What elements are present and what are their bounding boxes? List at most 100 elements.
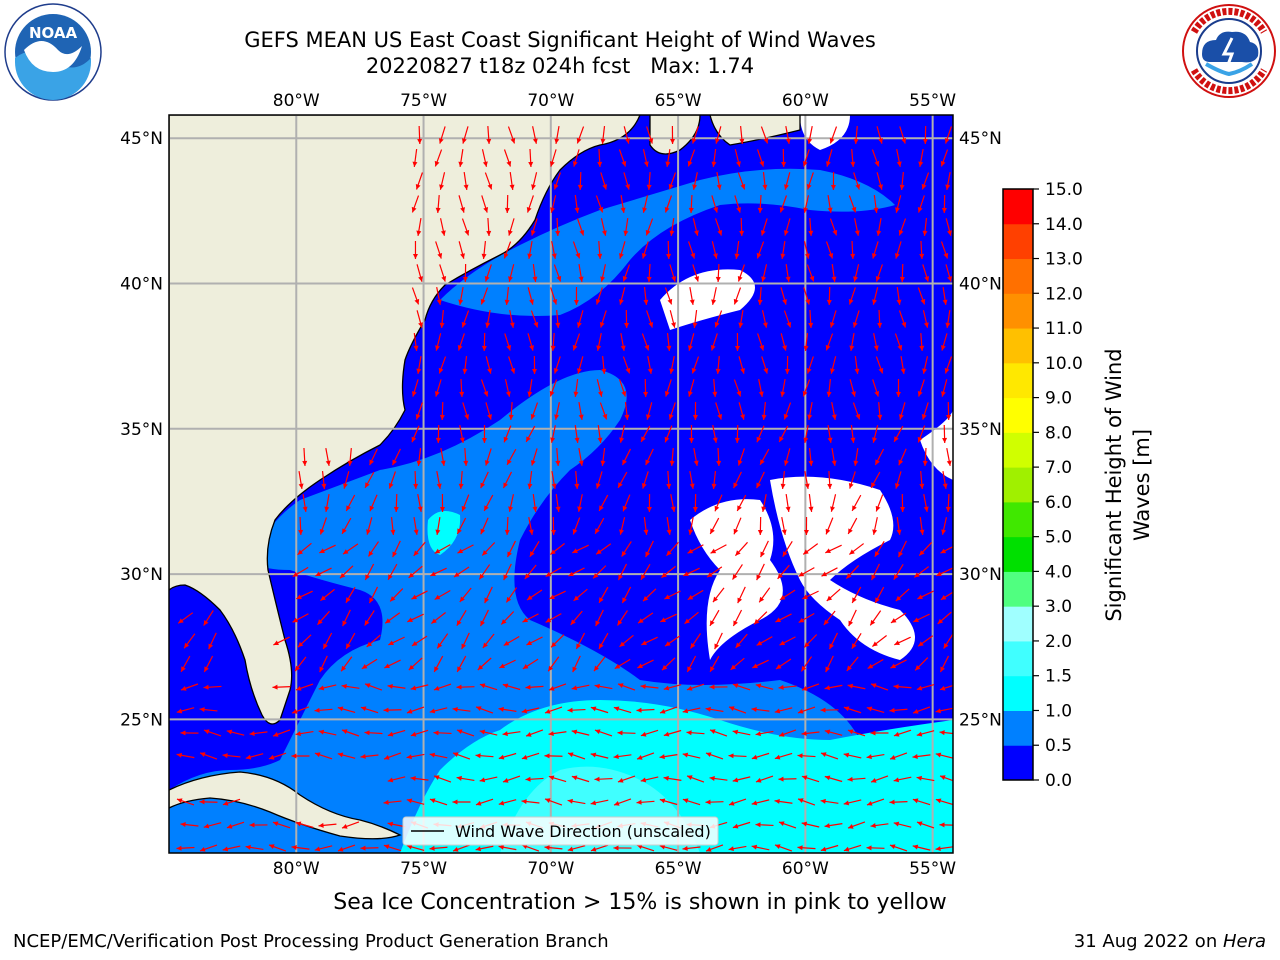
wave-arrow: [364, 563, 375, 581]
wave-arrow: [411, 287, 420, 305]
wave-arrow: [847, 729, 866, 737]
wave-arrow: [801, 683, 820, 691]
noaa-logo: NOAA: [4, 3, 102, 101]
wave-arrow: [913, 613, 930, 623]
wave-arrow: [739, 217, 745, 237]
wave-arrow: [530, 402, 539, 420]
wave-arrow: [827, 195, 833, 213]
wave-arrow: [780, 287, 787, 305]
wave-arrow: [895, 195, 902, 213]
wave-arrow: [177, 612, 194, 624]
colorbar-tick-label: 14.0: [1045, 215, 1083, 235]
wave-arrow: [340, 656, 353, 672]
wave-arrow: [912, 798, 931, 806]
wave-arrow: [617, 730, 636, 736]
wave-arrow: [291, 753, 310, 759]
wave-arrow: [688, 424, 694, 444]
wave-arrow: [295, 821, 314, 828]
wave-arrow: [831, 264, 837, 282]
wave-arrow: [942, 287, 948, 305]
wave-arrow: [508, 401, 514, 421]
wave-arrow: [692, 401, 698, 421]
wave-arrow: [871, 635, 887, 647]
wave-arrow: [483, 494, 494, 512]
wave-arrow: [940, 149, 949, 167]
wave-arrow: [709, 655, 720, 673]
wave-arrow: [692, 172, 698, 190]
map-frame: [168, 114, 954, 854]
wave-arrow: [594, 683, 613, 690]
wave-arrow: [756, 563, 765, 581]
wave-arrow: [574, 470, 580, 490]
wave-arrow: [636, 707, 655, 713]
wave-arrow: [852, 310, 860, 328]
wave-arrow: [659, 706, 678, 714]
wave-arrow: [709, 684, 728, 690]
wave-arrow: [728, 706, 747, 714]
wave-arrow: [456, 655, 467, 673]
wave-arrow: [521, 752, 540, 760]
wave-arrow: [732, 564, 743, 580]
map-legend: Wind Wave Direction (unscaled): [402, 816, 719, 846]
wave-arrow: [573, 286, 579, 306]
wave-arrow: [550, 332, 556, 352]
wave-arrow: [715, 263, 721, 283]
wave-arrow: [664, 635, 681, 647]
wave-arrow: [668, 402, 676, 420]
wave-arrow: [641, 471, 649, 489]
wave-arrow: [712, 378, 718, 398]
wave-arrow: [435, 194, 441, 214]
wave-arrow: [899, 263, 905, 283]
wave-arrow: [705, 706, 724, 713]
wave-arrow: [808, 447, 814, 467]
wave-arrow: [669, 447, 675, 467]
wave-arrow: [853, 172, 861, 190]
colorbar-bin: [1003, 189, 1033, 225]
wave-arrow: [361, 658, 378, 670]
wave-arrow: [619, 287, 626, 305]
wave-arrow: [751, 844, 770, 851]
wave-arrow: [484, 264, 492, 282]
wave-arrow: [917, 287, 926, 305]
wave-arrow: [176, 752, 195, 759]
wave-arrow: [479, 729, 498, 736]
wave-arrow: [876, 172, 883, 190]
wave-arrow: [479, 776, 498, 783]
map-grid: [169, 115, 953, 853]
wave-arrow: [366, 517, 373, 535]
wave-arrow: [463, 172, 469, 190]
wave-arrow: [436, 633, 449, 649]
wave-arrow: [716, 447, 722, 467]
wave-arrow: [570, 610, 583, 626]
wave-arrow: [555, 217, 561, 237]
wave-arrow: [785, 494, 791, 512]
wave-arrow: [640, 425, 651, 443]
wave-arrow: [550, 425, 556, 443]
wave-arrow: [439, 264, 447, 282]
wave-arrow: [461, 632, 470, 650]
wave-arrow: [621, 586, 632, 604]
wave-arrow: [417, 494, 423, 512]
wave-arrow: [670, 125, 676, 145]
wave-arrow: [480, 287, 489, 305]
wave-arrow: [360, 706, 379, 714]
wave-arrow: [458, 241, 465, 259]
wave-arrow: [939, 822, 953, 828]
wave-arrow: [935, 707, 953, 714]
wave-arrow: [383, 799, 402, 805]
wave-arrow: [870, 563, 880, 581]
wave-arrow: [393, 493, 399, 513]
wave-arrow: [475, 845, 494, 852]
wave-arrow: [824, 775, 843, 783]
wave-arrow: [737, 172, 746, 190]
wave-arrow: [919, 240, 925, 260]
wave-arrow: [664, 379, 672, 397]
wave-arrow: [549, 379, 558, 397]
wave-arrow: [937, 611, 952, 625]
wave-arrow: [682, 798, 701, 806]
wave-arrow: [803, 634, 818, 648]
wave-arrow: [435, 517, 441, 535]
wave-arrow: [752, 659, 769, 669]
lat-label-right: 25°N: [959, 710, 1002, 730]
wave-arrow: [782, 541, 793, 557]
